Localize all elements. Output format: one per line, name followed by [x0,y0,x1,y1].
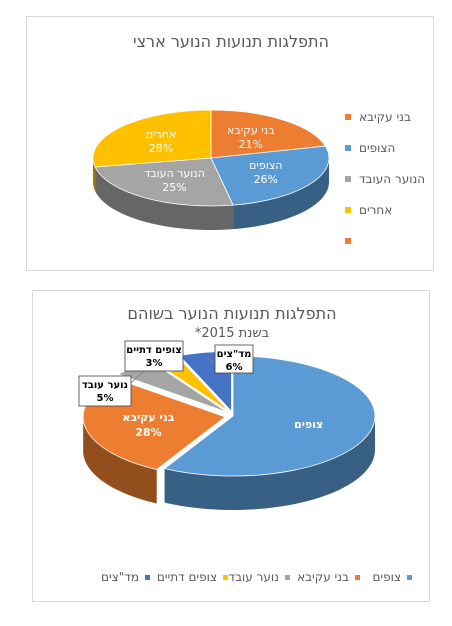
chart-shoham-svg: התפלגות תנועות הנוער בשוהם *בשנת 2015 צו… [78,304,412,584]
chart-national: התפלגות תנועות הנוער ארצי בני עקיבא 21% הצ… [26,16,434,271]
legend-label: אחרים [359,203,392,217]
pie-side-0 [164,416,375,510]
chart-title: התפלגות תנועות הנוער בשוהם [127,304,336,323]
callout-box [78,375,132,407]
legend-label: בני עקיבא [359,110,411,124]
pie-slice-0 [163,355,376,477]
legend-swatch [223,575,228,580]
data-label-value: 3% [146,358,163,369]
pie-side-1 [233,157,329,230]
legend-swatch [285,575,290,580]
callout-box [124,340,184,372]
legend-label: מד"צים [101,570,139,584]
legend-label: צופים דתיים [157,570,217,584]
chart-shoham: התפלגות תנועות הנוער בשוהם *בשנת 2015 צו… [32,290,430,602]
data-label-value: 5% [97,393,114,404]
legend-swatch [345,207,351,213]
pie-side-3 [93,157,96,191]
data-label-category: בני עקיבא [227,124,275,137]
data-label-category: צופים [294,418,323,431]
data-label-category: הנוער העובד [144,167,205,180]
chart-national-svg: התפלגות תנועות הנוער ארצי בני עקיבא21%הצ… [92,32,425,244]
legend-label: בני עקיבא [297,570,349,584]
data-label-category: מד"צים [217,349,252,360]
chart-subtitle: *בשנת 2015 [195,326,269,341]
data-label-value: 25% [162,181,186,194]
data-label-category: הצופים [249,159,282,172]
pie-slice-3 [92,109,212,168]
pie-slice-0 [210,109,326,159]
data-label-category: צופים דתיים [126,345,182,356]
legend-swatch [345,114,351,120]
legend-label: צופים [372,570,401,584]
legend-swatch [355,575,360,580]
data-label-category: אחרים [146,128,177,141]
pie-side-2 [95,166,234,230]
data-label-value: 28% [149,142,173,155]
data-label-category: נוער עובד [82,380,128,391]
chart-title: התפלגות תנועות הנוער ארצי [133,32,329,51]
callout-box [214,344,254,374]
data-label-value: 28% [135,426,161,439]
legend-label: הצופים [359,141,395,155]
pie-slice-1 [210,145,330,206]
pie-side-1 [83,415,157,504]
pie-slice-2 [94,157,234,207]
data-label-value: 6% [226,362,243,373]
legend-swatch [345,238,351,244]
legend-label: הנוער העובד [359,172,425,186]
data-label-category: בני עקיבא [122,411,174,424]
data-label-value: 26% [254,173,278,186]
legend-label: נוער עובד [229,570,279,584]
legend-swatch [145,575,150,580]
data-label-value: 21% [239,138,263,151]
legend-swatch [345,145,351,151]
legend-swatch [345,176,351,182]
legend-swatch [407,575,412,580]
